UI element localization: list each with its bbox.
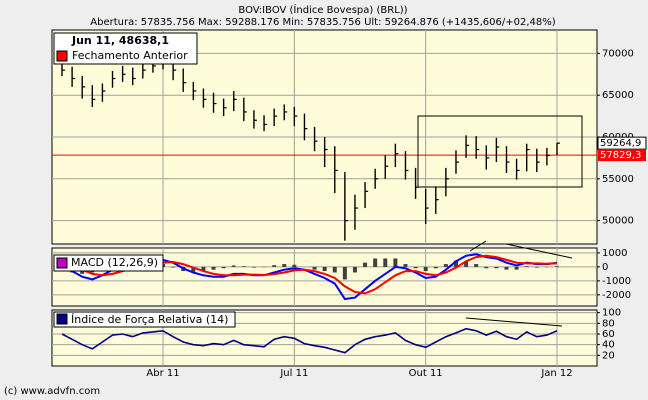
price-legend: Jun 11, 48638,1 Fechamento Anterior (53, 32, 198, 65)
y-tick-label: -1000 (602, 276, 631, 287)
trend-line (469, 240, 487, 252)
histogram-bar (423, 266, 428, 272)
y-tick-label: 0 (602, 262, 608, 273)
footer: (c) www.advfn.com (4, 386, 100, 397)
legend-title: Jun 11, 48638,1 (71, 34, 169, 47)
x-tick-label: Abr 11 (146, 368, 179, 379)
histogram-bar (433, 266, 438, 269)
consolidation-box (417, 115, 583, 188)
histogram-bar (342, 266, 347, 280)
trend-line (465, 317, 563, 327)
x-tick-label: Jul 11 (279, 368, 308, 379)
legend-box (53, 32, 198, 65)
y-tick-label: 40 (602, 340, 615, 351)
histogram-bar (352, 266, 357, 273)
histogram-bar (393, 258, 398, 267)
histogram-bar (211, 266, 216, 270)
histogram-bar (221, 266, 226, 269)
histogram-bar (201, 266, 206, 272)
histogram-bar (474, 264, 479, 267)
legend-swatch (56, 313, 68, 325)
legend-box (53, 254, 164, 272)
histogram-bar (191, 266, 196, 272)
histogram-bar (484, 266, 489, 269)
y-tick-label: 70000 (602, 48, 634, 59)
y-tick-label: 1000 (602, 248, 627, 259)
reference-label-box (598, 149, 646, 162)
histogram-bar (534, 266, 539, 268)
histogram-bar (332, 266, 337, 273)
histogram-bar (312, 266, 317, 270)
histogram-bar (413, 266, 418, 269)
y-tick-label: 80 (602, 318, 615, 329)
x-tick-label: Jan 12 (540, 368, 572, 379)
y-tick-label: 20 (602, 350, 615, 361)
y-tick-label: 100 (602, 308, 621, 319)
macd-legend: MACD (12,26,9) (53, 254, 164, 272)
chart-title: BOV:IBOV (Índice Bovespa) (BRL)) (238, 3, 407, 16)
histogram-bar (251, 266, 256, 268)
histogram-bar (363, 262, 368, 267)
histogram-bar (514, 266, 519, 270)
chart-subtitle: Abertura: 57835.756 Max: 59288.176 Min: … (90, 17, 555, 28)
histogram-bar (443, 264, 448, 267)
x-tick-label: Out 11 (409, 368, 443, 379)
value-label: 59264,9 (600, 138, 641, 149)
trend-line (505, 243, 573, 259)
histogram-bar (373, 258, 378, 267)
histogram-bar (272, 265, 277, 267)
histogram-bar (292, 264, 297, 267)
legend-label: Fechamento Anterior (72, 49, 188, 62)
histogram-bar (383, 258, 388, 267)
y-tick-label: 55000 (602, 174, 634, 185)
legend-box (53, 311, 236, 328)
histogram-bar (231, 265, 236, 267)
legend-swatch (56, 50, 68, 62)
histogram-bar (504, 266, 509, 270)
y-tick-label: -2000 (602, 290, 631, 301)
histogram-bar (403, 264, 408, 267)
line (61, 327, 558, 354)
histogram-bar (555, 266, 559, 267)
legend-label: Índice de Força Relativa (14) (71, 313, 228, 326)
y-tick-label: 50000 (602, 216, 634, 227)
rsi-legend: Índice de Força Relativa (14) (53, 311, 236, 328)
y-tick-label: 65000 (602, 90, 634, 101)
legend-label: MACD (12,26,9) (71, 256, 158, 269)
histogram-bar (171, 266, 176, 268)
value-label-box (597, 136, 647, 150)
reference-label: 57829,3 (600, 150, 641, 161)
histogram-bar (524, 266, 529, 267)
histogram-bar (322, 266, 327, 272)
histogram-bar (464, 261, 469, 267)
histogram-bar (282, 264, 287, 267)
histogram-bar (453, 260, 458, 267)
histogram-bar (241, 266, 246, 267)
legend-swatch (56, 257, 68, 269)
y-tick-label: 60 (602, 329, 615, 340)
histogram-bar (494, 266, 499, 269)
